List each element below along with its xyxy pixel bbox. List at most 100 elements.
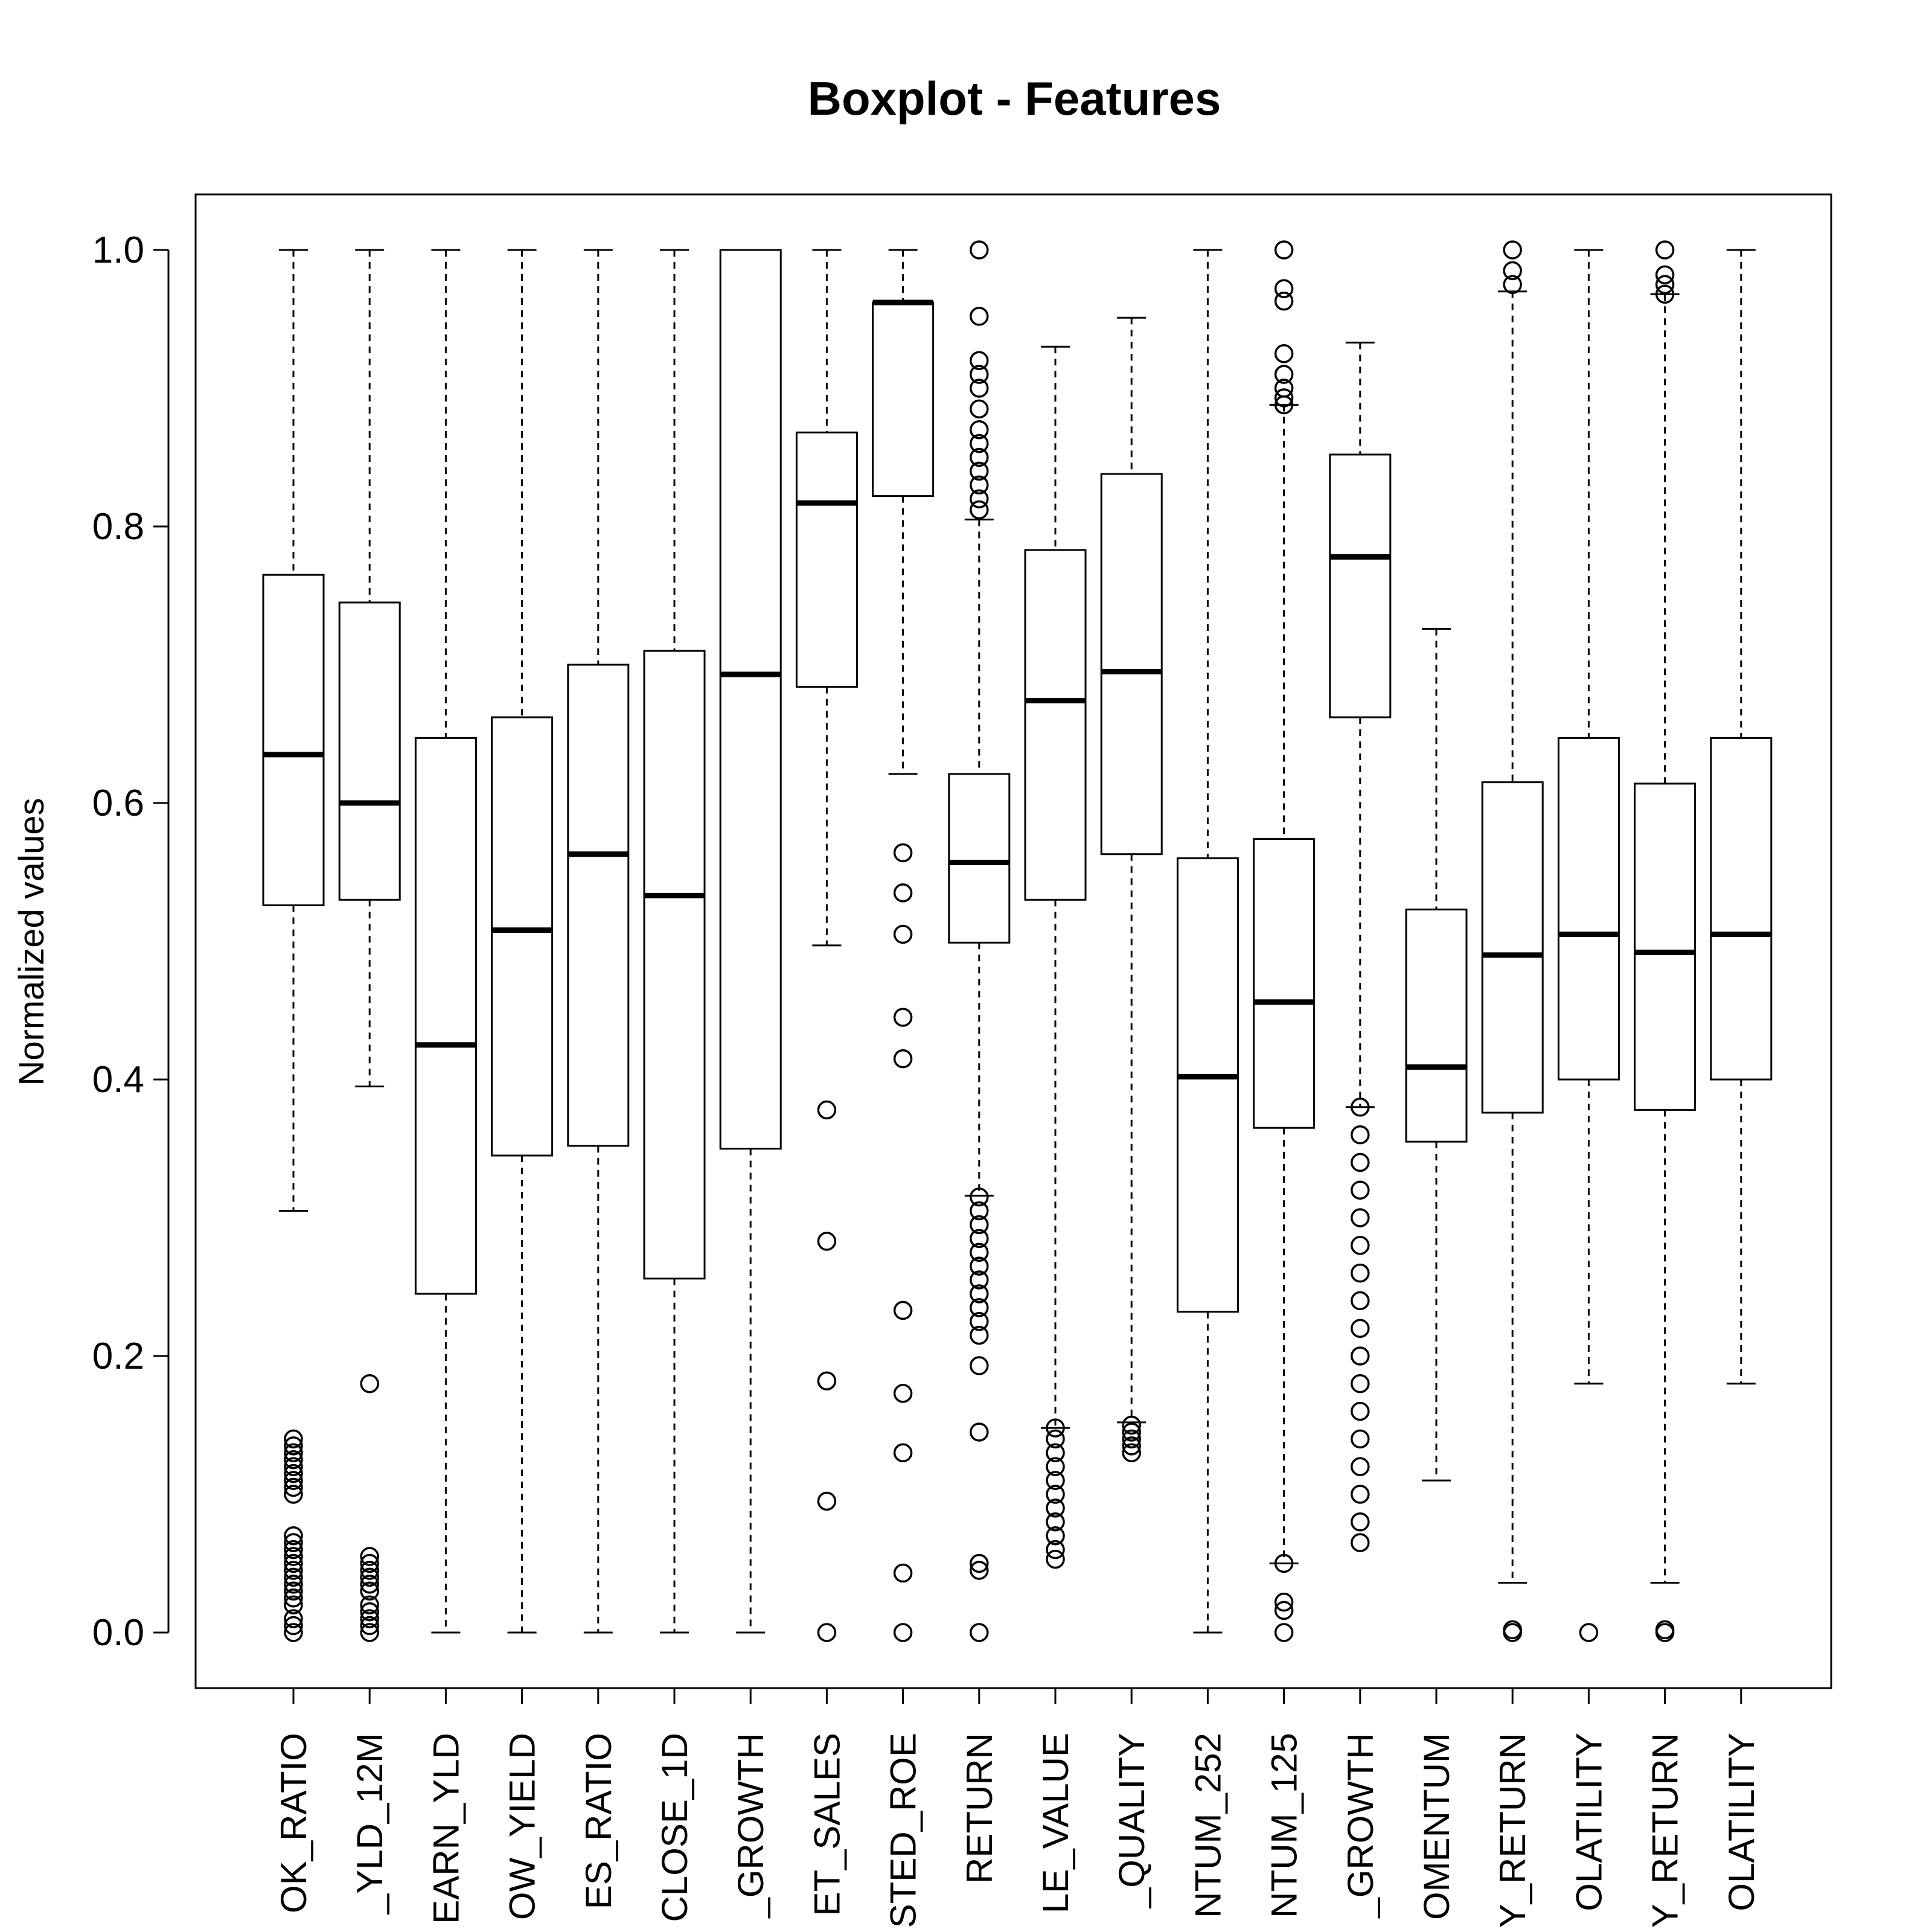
- outlier-point: [1046, 1540, 1065, 1559]
- outlier-point: [284, 1526, 303, 1546]
- box-iqr: [1481, 781, 1544, 1114]
- outlier-point: [284, 1581, 303, 1601]
- outlier-point: [1122, 1436, 1141, 1456]
- outlier-point: [284, 1540, 303, 1559]
- outlier-point: [817, 1623, 837, 1642]
- x-tick-label: NTUM_125: [1264, 1733, 1305, 1918]
- outlier-point: [360, 1581, 379, 1601]
- outlier-point: [970, 240, 989, 260]
- outlier-point: [284, 1575, 303, 1594]
- outlier-point: [284, 1595, 303, 1614]
- box-20: [1710, 249, 1773, 1385]
- outlier-point: [284, 1471, 303, 1490]
- outlier-point: [284, 1485, 303, 1504]
- x-tick-label: STED_ROE: [883, 1733, 924, 1928]
- y-axis-label: Normalized values: [12, 798, 51, 1086]
- outlier-point: [970, 1256, 989, 1276]
- outlier-point: [970, 1356, 989, 1375]
- box-9: [872, 249, 935, 1642]
- box-12: [1100, 316, 1163, 1463]
- outlier-point: [360, 1567, 379, 1587]
- outlier-point: [970, 307, 989, 326]
- outlier-point: [893, 1384, 913, 1403]
- outlier-point: [360, 1609, 379, 1628]
- y-tick-label: 0.0: [92, 1612, 144, 1654]
- outlier-point: [1274, 1592, 1294, 1612]
- outlier-point: [1046, 1429, 1065, 1449]
- x-tick-label: OMENTUM: [1416, 1733, 1457, 1920]
- outlier-point: [1503, 275, 1522, 294]
- outlier-point: [284, 1561, 303, 1580]
- outlier-point: [1274, 344, 1294, 363]
- outlier-point: [1274, 279, 1294, 298]
- box-iqr: [567, 664, 630, 1147]
- box-iqr: [1557, 737, 1620, 1081]
- x-axis-labels: OK_RATIO _YLD_12M EARN_YLD OW_YIELD ES_RATIO…: [273, 1687, 1762, 1928]
- outlier-point: [970, 365, 989, 384]
- box-4: [491, 249, 554, 1634]
- outlier-point: [1046, 1549, 1065, 1569]
- outlier-point: [970, 500, 989, 520]
- outlier-point: [893, 1300, 913, 1320]
- outlier-point: [1351, 1208, 1370, 1227]
- outlier-point: [893, 1623, 913, 1642]
- outlier-point: [1655, 284, 1675, 304]
- x-tick-label: OK_RATIO: [273, 1733, 314, 1913]
- box-iqr: [1024, 549, 1087, 901]
- outlier-point: [284, 1443, 303, 1463]
- box-iqr: [414, 737, 477, 1295]
- outlier-point: [893, 1008, 913, 1027]
- outlier-point: [1503, 240, 1522, 260]
- box-17: [1481, 240, 1544, 1642]
- y-tick-label: 1.0: [92, 229, 144, 271]
- box-18: [1557, 249, 1620, 1642]
- outlier-point: [1046, 1526, 1065, 1546]
- outlier-point: [970, 1553, 989, 1573]
- x-tick-label: OLATILITY: [1721, 1733, 1762, 1911]
- outlier-point: [1351, 1512, 1370, 1532]
- box-14: [1253, 240, 1316, 1642]
- box-16: [1405, 627, 1468, 1482]
- outlier-point: [284, 1429, 303, 1449]
- outlier-point: [284, 1436, 303, 1456]
- outlier-point: [284, 1463, 303, 1483]
- x-tick-label: ET_SALES: [807, 1733, 847, 1916]
- box-6: [643, 249, 706, 1634]
- outlier-point: [1274, 365, 1294, 384]
- x-tick-label: LE_VALUE: [1035, 1733, 1076, 1913]
- outlier-point: [970, 1201, 989, 1221]
- outlier-point: [1046, 1418, 1065, 1438]
- outlier-point: [1351, 1401, 1370, 1421]
- x-tick-label: NTUM_252: [1188, 1733, 1228, 1918]
- outlier-point: [1655, 240, 1675, 260]
- outlier-point: [360, 1547, 379, 1566]
- outlier-point: [1274, 1601, 1294, 1620]
- outlier-point: [1351, 1125, 1370, 1145]
- box-iqr: [262, 574, 325, 906]
- outlier-point: [1351, 1153, 1370, 1172]
- box-3: [414, 249, 477, 1634]
- outlier-point: [1274, 388, 1294, 408]
- box-iqr: [491, 716, 554, 1157]
- outlier-point: [360, 1623, 379, 1642]
- outlier-point: [284, 1477, 303, 1497]
- box-1: [262, 249, 325, 1642]
- outlier-point: [893, 1443, 913, 1463]
- outlier-point: [1655, 1620, 1675, 1640]
- outlier-point: [893, 1563, 913, 1583]
- outlier-point: [970, 351, 989, 370]
- box-iqr: [795, 431, 858, 688]
- outlier-point: [284, 1547, 303, 1566]
- chart-title: Boxplot - Features: [808, 72, 1221, 125]
- outlier-point: [284, 1457, 303, 1476]
- box-iqr: [1405, 908, 1468, 1143]
- outlier-point: [284, 1588, 303, 1608]
- outlier-point: [1655, 265, 1675, 284]
- outlier-point: [970, 1229, 989, 1249]
- outlier-point: [970, 420, 989, 440]
- outlier-point: [1351, 1098, 1370, 1117]
- outlier-point: [970, 447, 989, 467]
- x-tick-label: RETURN: [959, 1733, 1000, 1884]
- outlier-point: [970, 1561, 989, 1580]
